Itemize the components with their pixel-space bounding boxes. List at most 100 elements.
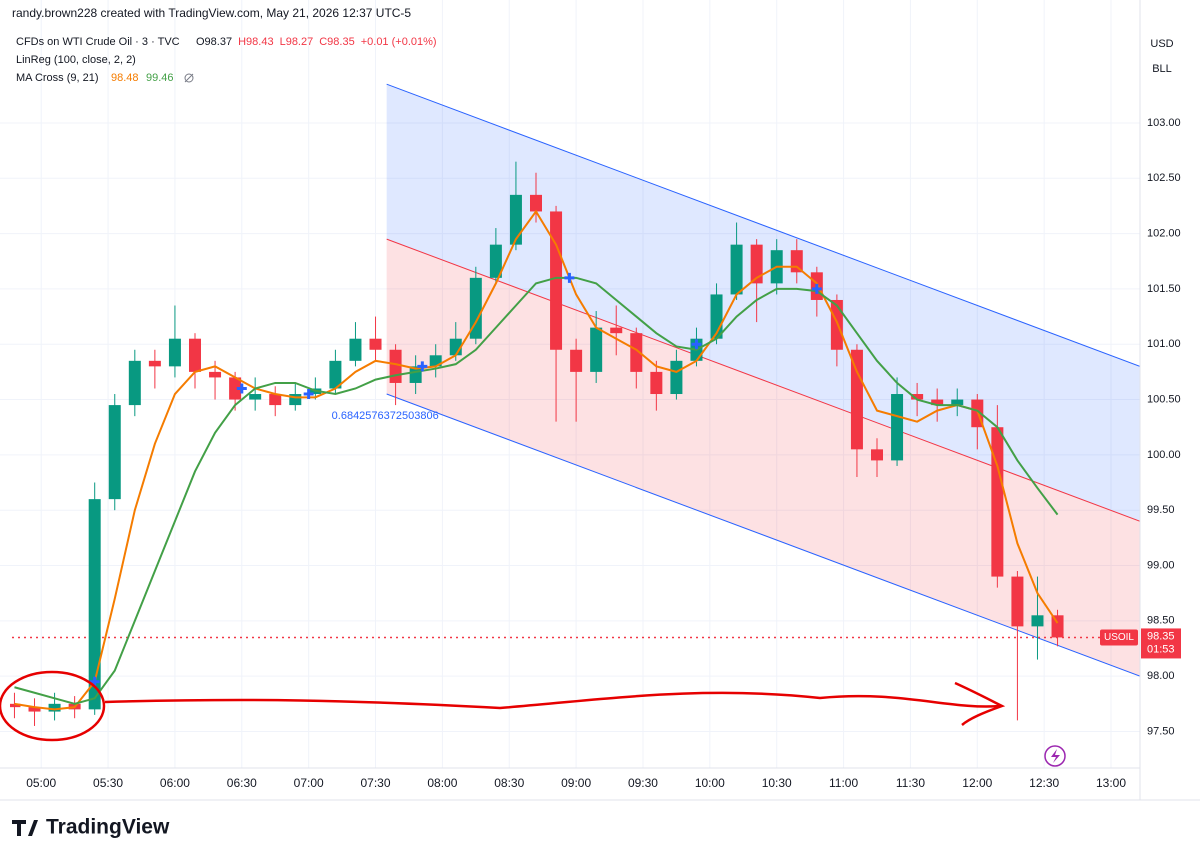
- y-tick-label: 101.50: [1147, 283, 1181, 295]
- candle-body: [469, 277, 482, 339]
- cross-marker: [236, 383, 247, 394]
- x-tick-label: 12:30: [1029, 776, 1059, 790]
- channel-lower-fill: [386, 239, 1140, 677]
- x-tick-label: 10:00: [695, 776, 725, 790]
- cross-marker: [811, 283, 822, 294]
- logo[interactable]: TradingView: [12, 816, 170, 839]
- indicator: LinReg (100, close, 2, 2): [16, 54, 136, 66]
- candle-body: [1031, 615, 1044, 627]
- y-tick-label: 99.50: [1147, 504, 1175, 516]
- candle-body: [128, 360, 141, 406]
- unit[interactable]: BLL: [1152, 63, 1172, 75]
- ma-line: [14, 209, 1059, 711]
- channel-middle: [386, 238, 1140, 522]
- symbol-label: USOIL: [1104, 632, 1134, 643]
- candle-body: [830, 299, 843, 350]
- candle-body: [850, 349, 863, 450]
- candle-body: [249, 394, 262, 400]
- y-tick-label: 101.00: [1147, 338, 1181, 350]
- ma-line: [14, 276, 1059, 705]
- candle-body: [489, 244, 502, 278]
- x-tick-label: 09:00: [561, 776, 591, 790]
- y-tick-label: 102.50: [1147, 172, 1181, 184]
- candle-body: [289, 394, 302, 406]
- candle-body: [188, 338, 201, 372]
- candle-body: [730, 244, 743, 295]
- y-tick-label: 98.50: [1147, 615, 1175, 627]
- candle-body: [911, 394, 924, 400]
- logo-mark: [12, 820, 38, 836]
- candle-body: [750, 244, 763, 284]
- candle-body: [670, 360, 683, 395]
- candle-body: [991, 427, 1004, 577]
- candle-body: [148, 360, 161, 367]
- candle-body: [951, 399, 964, 406]
- ma-value: 98.48: [111, 72, 139, 84]
- candle-body: [630, 333, 643, 372]
- y-tick-label: 102.00: [1147, 227, 1181, 239]
- candle-body: [168, 338, 181, 367]
- candle-body: [529, 194, 542, 212]
- cross-marker: [564, 272, 575, 283]
- candle-body: [329, 360, 342, 389]
- y-tick-label: 99.00: [1147, 559, 1175, 571]
- y-tick-label: 100.50: [1147, 393, 1181, 405]
- symbol-badge: [1100, 629, 1138, 646]
- quote-value: H98.43: [238, 36, 273, 48]
- cross-marker: [691, 339, 702, 350]
- x-tick-label: 08:30: [494, 776, 524, 790]
- x-tick-label: 11:30: [896, 776, 925, 790]
- channel-upper-fill: [386, 84, 1140, 522]
- candle-body: [209, 371, 222, 378]
- channel-label: 0.6842576372503806: [332, 410, 439, 422]
- hide-icon[interactable]: [184, 73, 194, 83]
- countdown-label: 01:53: [1147, 643, 1175, 655]
- hide-icon: [184, 73, 194, 83]
- candle-body: [28, 707, 41, 712]
- candle-body: [48, 703, 61, 712]
- price-label: 98.35: [1147, 630, 1175, 642]
- brand: TradingView: [46, 816, 170, 839]
- candle-body: [88, 499, 101, 710]
- y-tick-label: 100.00: [1147, 449, 1181, 461]
- ma-value: 99.46: [146, 72, 174, 84]
- currency[interactable]: USD: [1150, 38, 1173, 50]
- x-tick-label: 13:00: [1096, 776, 1126, 790]
- x-tick-label: 06:00: [160, 776, 190, 790]
- x-tick-label: 05:00: [26, 776, 56, 790]
- x-tick-label: 09:30: [628, 776, 658, 790]
- candle-body: [1051, 615, 1064, 638]
- candle-body: [891, 394, 904, 461]
- candle-body: [650, 371, 663, 395]
- channel-upper: [386, 83, 1140, 367]
- annotation-ellipse: [0, 670, 106, 742]
- indicator: MA Cross (9, 21): [16, 72, 99, 84]
- candle-body: [389, 349, 402, 383]
- candle-body: [871, 449, 884, 461]
- candle-body: [369, 338, 382, 350]
- x-tick-label: 11:00: [829, 776, 858, 790]
- candle-body: [349, 338, 362, 361]
- candle-body: [610, 327, 623, 334]
- candle-body: [931, 399, 944, 406]
- x-tick-label: 12:00: [962, 776, 992, 790]
- event-icon: [1051, 749, 1060, 763]
- symbol: CFDs on WTI Crude Oil · 3 · TVC: [16, 36, 180, 48]
- price-badge: [1141, 628, 1181, 659]
- y-tick-label: 103.00: [1147, 117, 1181, 129]
- candle-body: [10, 703, 21, 708]
- candle-body: [590, 327, 603, 372]
- candle-body: [429, 355, 442, 367]
- candle-body: [1011, 576, 1024, 627]
- x-tick-label: 10:30: [762, 776, 792, 790]
- candle-body: [509, 194, 522, 245]
- quote-value: C98.35: [319, 36, 354, 48]
- annotation-arrow: [104, 691, 1001, 710]
- candle-body: [108, 405, 121, 500]
- candle-body: [570, 349, 583, 372]
- cross-marker: [417, 361, 428, 372]
- quote-value: O98.37: [196, 36, 232, 48]
- caption: randy.brown228 created with TradingView.…: [12, 6, 411, 20]
